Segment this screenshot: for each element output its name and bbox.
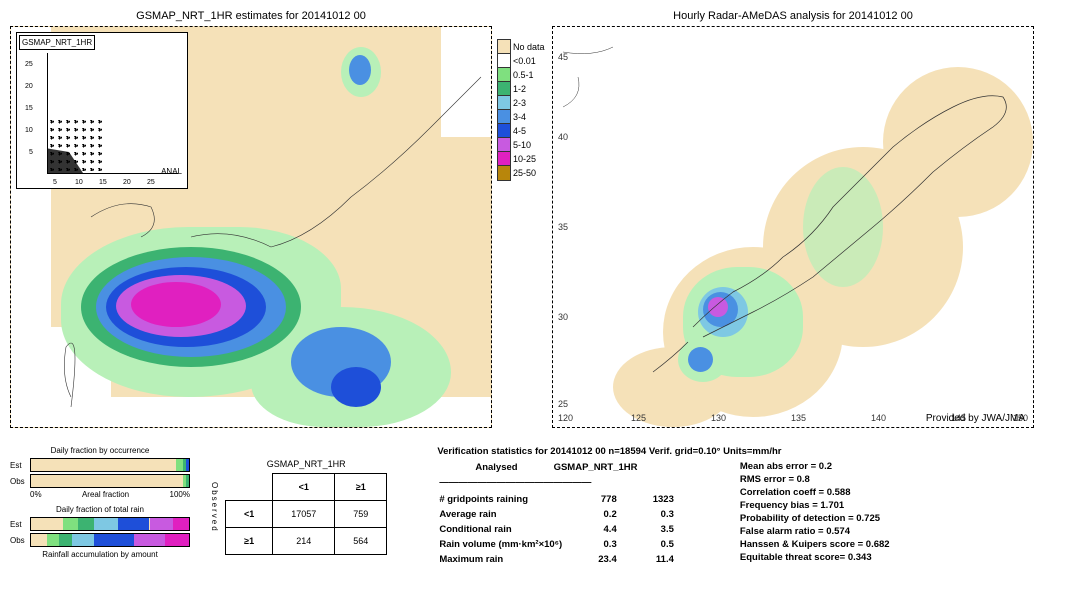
bars-footer: Rainfall accumulation by amount [10, 550, 190, 559]
inset-scatter: GSMAP_NRT_1HR ANAL 25 20 15 10 5 5 10 15… [16, 32, 188, 189]
legend-item: 4-5 [497, 124, 552, 138]
legend-item: 5-10 [497, 138, 552, 152]
stat-line: Equitable threat score= 0.343 [740, 552, 890, 563]
right-map-container: Hourly Radar-AMeDAS analysis for 2014101… [552, 10, 1034, 428]
est-label: Est [10, 461, 30, 470]
cont-cell-01: 759 [335, 501, 387, 528]
stat-line: Probability of detection = 0.725 [740, 513, 890, 524]
cont-cell-10: 214 [273, 528, 335, 555]
stat-analysed: 778 [578, 493, 631, 506]
right-map-title: Hourly Radar-AMeDAS analysis for 2014101… [552, 10, 1034, 22]
inset-anal-label: ANAL [161, 167, 182, 176]
stat-est: 11.4 [633, 553, 688, 566]
stat-label: # gridpoints raining [439, 493, 576, 506]
legend-item: 10-25 [497, 152, 552, 166]
dash-row: ———————————————— [439, 476, 651, 489]
cont-title: GSMAP_NRT_1HR [225, 459, 387, 469]
cont-row-ge: ≥1 [226, 528, 273, 555]
stat-line: RMS error = 0.8 [740, 474, 890, 485]
stat-analysed: 23.4 [578, 553, 631, 566]
stat-analysed: 0.3 [578, 538, 631, 551]
color-legend: No data<0.010.5-11-22-33-44-55-1010-2525… [497, 40, 552, 180]
stat-label: Average rain [439, 508, 576, 521]
bar-tot-est [30, 517, 190, 531]
right-map: 120 125 130 135 140 145 150 25 30 35 40 … [552, 26, 1034, 428]
stat-analysed: 0.2 [578, 508, 631, 521]
right-stats: Mean abs error = 0.2 RMS error = 0.8 Corre… [740, 459, 890, 568]
bottom-section: Daily fraction by occurrence Est Obs 0% … [10, 446, 1070, 568]
stat-analysed: 4.4 [578, 523, 631, 536]
left-map: GSMAP_NRT_1HR ANAL 25 20 15 10 5 5 10 15… [10, 26, 492, 428]
axis-0: 0% [30, 490, 42, 499]
axis-100: 100% [170, 490, 190, 499]
obs-label2: Obs [10, 536, 30, 545]
stats-table: AnalysedGSMAP_NRT_1HR ———————————————— [437, 459, 653, 491]
stat-line: False alarm ratio = 0.574 [740, 526, 890, 537]
left-map-title: GSMAP_NRT_1HR estimates for 20141012 00 [10, 10, 492, 22]
cont-col-ge: ≥1 [335, 474, 387, 501]
cont-cell-00: 17057 [273, 501, 335, 528]
axis-mid: Areal fraction [82, 490, 129, 499]
stat-est: 3.5 [633, 523, 688, 536]
cont-cell-11: 564 [335, 528, 387, 555]
est-label2: Est [10, 520, 30, 529]
legend-item: 25-50 [497, 166, 552, 180]
bar-occ-obs [30, 474, 190, 488]
cont-col-lt: <1 [273, 474, 335, 501]
stat-line: Hanssen & Kuipers score = 0.682 [740, 539, 890, 550]
legend-item: 0.5-1 [497, 68, 552, 82]
legend-item: 1-2 [497, 82, 552, 96]
bar-title-occ: Daily fraction by occurrence [10, 446, 190, 455]
bar-charts: Daily fraction by occurrence Est Obs 0% … [10, 446, 190, 568]
col-est: GSMAP_NRT_1HR [534, 461, 652, 474]
cont-side-label: Observed [210, 482, 219, 533]
stat-est: 1323 [633, 493, 688, 506]
contingency-table: Observed GSMAP_NRT_1HR <1≥1 <117057759 ≥… [210, 446, 387, 568]
stats-header: Verification statistics for 20141012 00 … [437, 446, 889, 457]
legend-item: No data [497, 40, 552, 54]
stat-line: Frequency bias = 1.701 [740, 500, 890, 511]
cont-row-lt: <1 [226, 501, 273, 528]
left-map-container: GSMAP_NRT_1HR estimates for 20141012 00 [10, 10, 492, 428]
stat-est: 0.5 [633, 538, 688, 551]
stat-line: Mean abs error = 0.2 [740, 461, 890, 472]
obs-label: Obs [10, 477, 30, 486]
bar-title-tot: Daily fraction of total rain [10, 505, 190, 514]
stat-label: Conditional rain [439, 523, 576, 536]
legend-item: 3-4 [497, 110, 552, 124]
provided-by: Provided by JWA/JMA [926, 413, 1025, 424]
legend-item: <0.01 [497, 54, 552, 68]
stat-est: 0.3 [633, 508, 688, 521]
col-analysed: Analysed [455, 461, 531, 474]
stat-label: Maximum rain [439, 553, 576, 566]
inset-title: GSMAP_NRT_1HR [19, 35, 95, 50]
top-row: GSMAP_NRT_1HR estimates for 20141012 00 [10, 10, 1070, 428]
stats-section: Verification statistics for 20141012 00 … [437, 446, 889, 568]
stat-line: Correlation coeff = 0.588 [740, 487, 890, 498]
coastlines-icon [553, 27, 1033, 427]
bar-tot-obs [30, 533, 190, 547]
legend-item: 2-3 [497, 96, 552, 110]
stat-label: Rain volume (mm·km²×10⁶) [439, 538, 576, 551]
bar-occ-est [30, 458, 190, 472]
